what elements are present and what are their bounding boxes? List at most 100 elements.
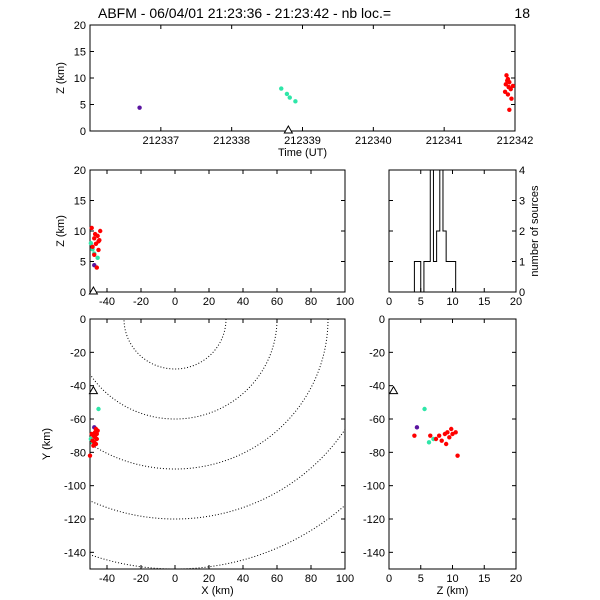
y-tick-label: -80 (70, 447, 86, 459)
y-tick-label: 0 (379, 314, 385, 326)
y-tick-label: -120 (363, 514, 385, 526)
data-point (98, 228, 103, 234)
title-text: ABFM - 06/04/01 21:23:36 - 21:23:42 - nb… (98, 5, 391, 21)
plot-frame (89, 169, 346, 293)
x-tick-label: 10 (446, 296, 458, 308)
data-point (95, 255, 100, 261)
x-tick-label: 20 (510, 573, 522, 585)
x-tick-label: 80 (305, 573, 317, 585)
data-point (92, 231, 98, 237)
x-height-panel: -40 -20 0 20 40 60 80 100 0 5 10 15 20 Z (km) (55, 165, 354, 308)
figure-title: ABFM - 06/04/01 21:23:36 - 21:23:42 - nb… (98, 5, 530, 21)
x-tick-label: 20 (203, 296, 215, 308)
plot-frame (89, 318, 346, 570)
data-point (422, 406, 427, 412)
data-point (505, 78, 510, 83)
station-marker (88, 385, 99, 395)
x-tick-label: 212338 (213, 135, 250, 147)
x-tick-label: 212342 (497, 135, 534, 147)
data-point (89, 431, 94, 437)
y-tick-label: -60 (369, 414, 385, 426)
data-point (433, 436, 439, 442)
data-point (447, 435, 452, 440)
x-tick-label: 0 (172, 573, 178, 585)
x-tick-label: 212337 (142, 135, 179, 147)
data-point (504, 73, 509, 78)
data-point (509, 96, 514, 101)
data-point (428, 433, 433, 438)
data-point (510, 83, 516, 89)
y-tick-label: 15 (74, 196, 86, 208)
y-tick-label: -40 (70, 381, 86, 393)
data-point (89, 225, 94, 231)
data-point (449, 426, 454, 432)
x-tick-label: 212340 (355, 135, 392, 147)
data-point (455, 453, 460, 458)
data-point (96, 406, 101, 412)
y-tick-label: 20 (74, 165, 86, 177)
plan-view-panel: -40 -20 0 20 40 60 80 100 -140 -120 -100 -80 -60 -40 -… (41, 314, 354, 597)
y-axis-label: number of sources (529, 185, 541, 277)
data-point (453, 430, 458, 435)
x-tick-label: 40 (237, 296, 249, 308)
y-tick-label: 20 (74, 20, 86, 32)
x-tick-label: 212341 (426, 135, 463, 147)
x-tick-label: 0 (386, 573, 392, 585)
y-tick-label: -80 (369, 447, 385, 459)
data-point (94, 431, 100, 437)
x-tick-label: 20 (510, 296, 522, 308)
x-axis-label: X (km) (201, 585, 233, 597)
x-tick-label: 0 (172, 296, 178, 308)
x-axis-label: Time (UT) (278, 147, 327, 159)
x-tick-label: 40 (237, 573, 249, 585)
data-point (88, 241, 94, 246)
data-point (279, 86, 284, 91)
x-tick-label: 0 (386, 296, 392, 308)
data-point (445, 430, 450, 435)
y-axis-label: Y (km) (41, 428, 53, 460)
x-tick-label: 5 (418, 573, 424, 585)
data-point (91, 443, 96, 448)
data-point (90, 244, 95, 250)
station-marker (88, 285, 99, 295)
plot-frame (89, 24, 516, 132)
data-point (94, 265, 100, 270)
plot-frame (388, 169, 517, 293)
x-tick-label: 10 (446, 573, 458, 585)
x-tick-label: 60 (271, 573, 283, 585)
data-point (414, 425, 420, 430)
x-tick-label: 20 (203, 573, 215, 585)
y-tick-label: 5 (80, 100, 86, 112)
data-point (287, 95, 292, 100)
x-axis-label: Z (km) (437, 585, 469, 597)
y-tick-label: -140 (64, 547, 86, 559)
data-point (87, 453, 93, 458)
y-tick-label: 0 (519, 287, 525, 299)
data-point (92, 252, 97, 257)
x-tick-label: 60 (271, 296, 283, 308)
y-tick-label: 0 (80, 126, 86, 138)
y-tick-label: -60 (70, 414, 86, 426)
data-point (412, 433, 417, 438)
height-y-panel: 0 5 10 15 20 -140 -120 -100 -80 -60 -40 -20 0 Z (km) (363, 314, 522, 597)
x-tick-label: 15 (478, 296, 490, 308)
data-point (94, 436, 100, 442)
data-point (505, 92, 511, 97)
y-tick-label: 2 (519, 226, 525, 238)
x-tick-label: 100 (336, 573, 354, 585)
data-point (507, 107, 512, 113)
data-point (502, 89, 508, 94)
time-height-panel: 212337 212338 212339 212340 212341 212342 0 5 10… (55, 20, 533, 159)
data-point (293, 99, 298, 104)
y-tick-label: -100 (363, 481, 385, 493)
y-tick-label: 5 (80, 257, 86, 269)
y-tick-label: 10 (74, 226, 86, 238)
data-point (93, 241, 99, 247)
plot-frame (388, 318, 517, 570)
x-tick-label: 15 (478, 573, 490, 585)
y-tick-label: 15 (74, 47, 86, 59)
y-tick-label: 0 (80, 287, 86, 299)
data-point (503, 82, 508, 87)
y-tick-label: 1 (519, 257, 525, 269)
